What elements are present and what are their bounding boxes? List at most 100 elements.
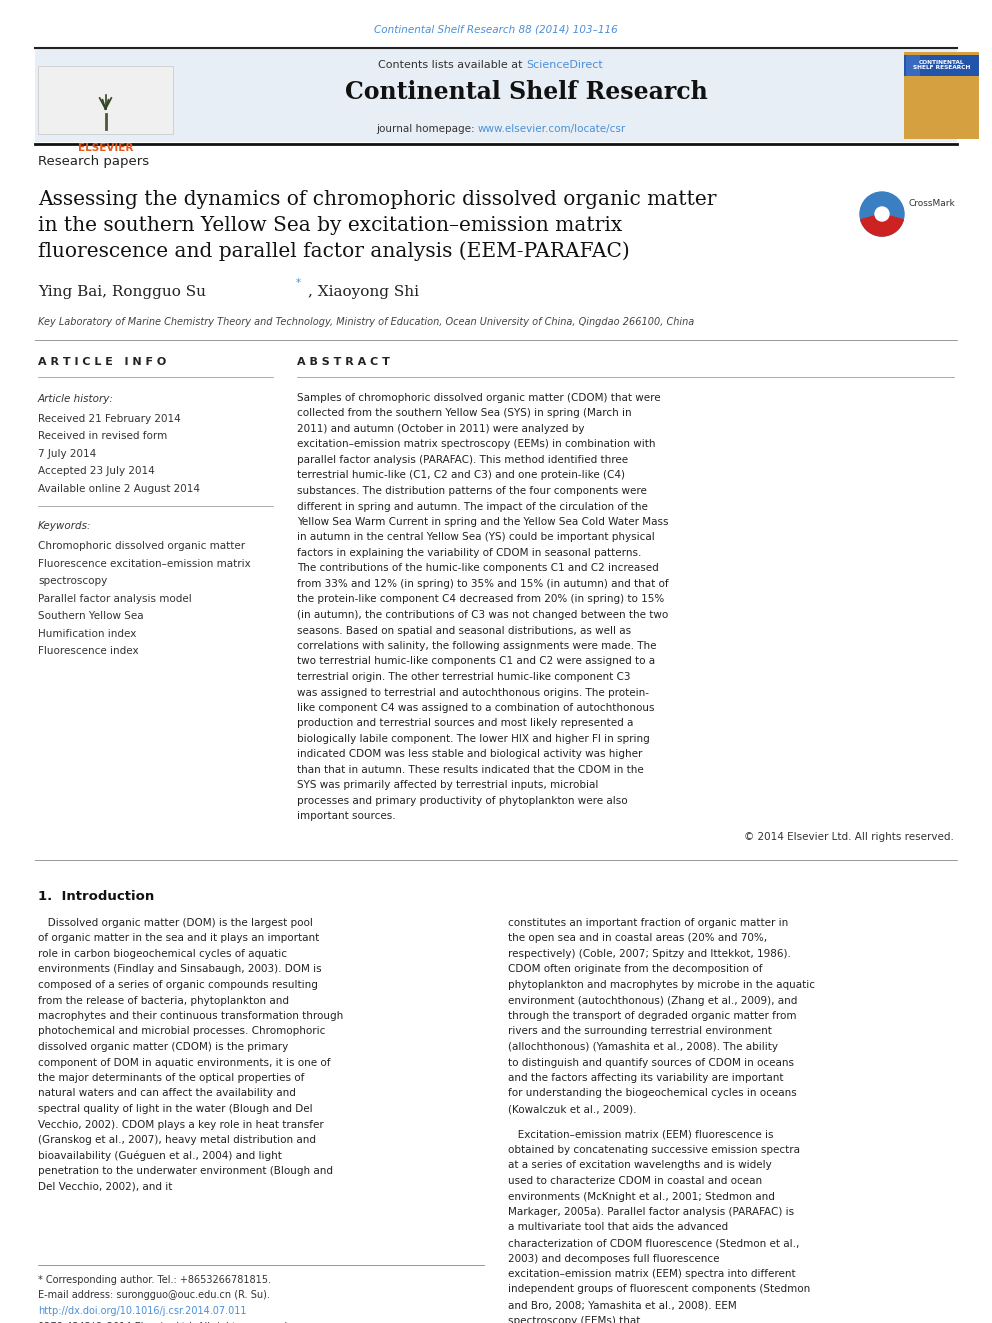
Text: and the factors affecting its variability are important: and the factors affecting its variabilit… — [508, 1073, 784, 1084]
Text: for understanding the biogeochemical cycles in oceans: for understanding the biogeochemical cyc… — [508, 1089, 797, 1098]
Text: penetration to the underwater environment (Blough and: penetration to the underwater environmen… — [38, 1166, 333, 1176]
Text: role in carbon biogeochemical cycles of aquatic: role in carbon biogeochemical cycles of … — [38, 949, 287, 959]
Text: Fluorescence index: Fluorescence index — [38, 647, 139, 656]
Text: Vecchio, 2002). CDOM plays a key role in heat transfer: Vecchio, 2002). CDOM plays a key role in… — [38, 1119, 323, 1130]
Text: constitutes an important fraction of organic matter in: constitutes an important fraction of org… — [508, 918, 789, 927]
Text: to distinguish and quantify sources of CDOM in oceans: to distinguish and quantify sources of C… — [508, 1057, 794, 1068]
Text: spectroscopy (EEMs) that: spectroscopy (EEMs) that — [508, 1315, 641, 1323]
Bar — [906, 56, 920, 75]
Text: Received in revised form: Received in revised form — [38, 431, 168, 442]
Text: excitation–emission matrix (EEM) spectra into different: excitation–emission matrix (EEM) spectra… — [508, 1269, 796, 1279]
Text: © 2014 Elsevier Ltd. All rights reserved.: © 2014 Elsevier Ltd. All rights reserved… — [744, 832, 954, 841]
Text: A B S T R A C T: A B S T R A C T — [297, 357, 390, 366]
Text: http://dx.doi.org/10.1016/j.csr.2014.07.011: http://dx.doi.org/10.1016/j.csr.2014.07.… — [38, 1306, 246, 1316]
Bar — [38, 66, 173, 134]
Text: Fluorescence excitation–emission matrix: Fluorescence excitation–emission matrix — [38, 560, 251, 569]
Text: spectroscopy: spectroscopy — [38, 577, 107, 586]
Text: Accepted 23 July 2014: Accepted 23 July 2014 — [38, 467, 155, 476]
Text: characterization of CDOM fluorescence (Stedmon et al.,: characterization of CDOM fluorescence (S… — [508, 1238, 800, 1248]
Text: Key Laboratory of Marine Chemistry Theory and Technology, Ministry of Education,: Key Laboratory of Marine Chemistry Theor… — [38, 318, 694, 327]
Text: Humification index: Humification index — [38, 628, 136, 639]
Text: in autumn in the central Yellow Sea (YS) could be important physical: in autumn in the central Yellow Sea (YS)… — [297, 532, 655, 542]
Text: 0278-4343/© 2014 Elsevier Ltd. All rights reserved.: 0278-4343/© 2014 Elsevier Ltd. All right… — [38, 1322, 290, 1323]
Text: (allochthonous) (Yamashita et al., 2008). The ability: (allochthonous) (Yamashita et al., 2008)… — [508, 1043, 778, 1052]
Text: excitation–emission matrix spectroscopy (EEMs) in combination with: excitation–emission matrix spectroscopy … — [297, 439, 656, 450]
Text: 2011) and autumn (October in 2011) were analyzed by: 2011) and autumn (October in 2011) were … — [297, 423, 584, 434]
Text: www.elsevier.com/locate/csr: www.elsevier.com/locate/csr — [478, 124, 626, 134]
Text: phytoplankton and macrophytes by microbe in the aquatic: phytoplankton and macrophytes by microbe… — [508, 980, 815, 990]
Text: 2003) and decomposes full fluorescence: 2003) and decomposes full fluorescence — [508, 1253, 719, 1263]
Text: two terrestrial humic-like components C1 and C2 were assigned to a: two terrestrial humic-like components C1… — [297, 656, 655, 667]
Text: used to characterize CDOM in coastal and ocean: used to characterize CDOM in coastal and… — [508, 1176, 762, 1185]
Text: Markager, 2005a). Parallel factor analysis (PARAFAC) is: Markager, 2005a). Parallel factor analys… — [508, 1207, 795, 1217]
Text: Article history:: Article history: — [38, 394, 114, 404]
Text: environments (McKnight et al., 2001; Stedmon and: environments (McKnight et al., 2001; Ste… — [508, 1192, 775, 1201]
Text: Parallel factor analysis model: Parallel factor analysis model — [38, 594, 191, 605]
Text: SYS was primarily affected by terrestrial inputs, microbial: SYS was primarily affected by terrestria… — [297, 781, 598, 791]
Text: factors in explaining the variability of CDOM in seasonal patterns.: factors in explaining the variability of… — [297, 548, 642, 558]
Text: (Granskog et al., 2007), heavy metal distribution and: (Granskog et al., 2007), heavy metal dis… — [38, 1135, 316, 1144]
Text: Continental Shelf Research: Continental Shelf Research — [344, 79, 707, 105]
Text: parallel factor analysis (PARAFAC). This method identified three: parallel factor analysis (PARAFAC). This… — [297, 455, 628, 464]
Text: collected from the southern Yellow Sea (SYS) in spring (March in: collected from the southern Yellow Sea (… — [297, 409, 632, 418]
Text: ScienceDirect: ScienceDirect — [526, 60, 603, 70]
Text: Del Vecchio, 2002), and it: Del Vecchio, 2002), and it — [38, 1181, 173, 1192]
Text: ELSEVIER: ELSEVIER — [77, 143, 133, 153]
Text: seasons. Based on spatial and seasonal distributions, as well as: seasons. Based on spatial and seasonal d… — [297, 626, 631, 635]
Text: E-mail address: surongguo@ouc.edu.cn (R. Su).: E-mail address: surongguo@ouc.edu.cn (R.… — [38, 1290, 270, 1301]
Text: the major determinants of the optical properties of: the major determinants of the optical pr… — [38, 1073, 305, 1084]
Text: through the transport of degraded organic matter from: through the transport of degraded organi… — [508, 1011, 797, 1021]
Text: rivers and the surrounding terrestrial environment: rivers and the surrounding terrestrial e… — [508, 1027, 772, 1036]
Text: photochemical and microbial processes. Chromophoric: photochemical and microbial processes. C… — [38, 1027, 325, 1036]
Text: environments (Findlay and Sinsabaugh, 2003). DOM is: environments (Findlay and Sinsabaugh, 20… — [38, 964, 321, 975]
Text: Available online 2 August 2014: Available online 2 August 2014 — [38, 484, 200, 493]
Text: the protein-like component C4 decreased from 20% (in spring) to 15%: the protein-like component C4 decreased … — [297, 594, 665, 605]
Text: Samples of chromophoric dissolved organic matter (CDOM) that were: Samples of chromophoric dissolved organi… — [297, 393, 661, 404]
Text: Keywords:: Keywords: — [38, 521, 91, 532]
Text: production and terrestrial sources and most likely represented a: production and terrestrial sources and m… — [297, 718, 633, 729]
Text: Research papers: Research papers — [38, 156, 149, 168]
Text: and Bro, 2008; Yamashita et al., 2008). EEM: and Bro, 2008; Yamashita et al., 2008). … — [508, 1301, 737, 1310]
Text: (in autumn), the contributions of C3 was not changed between the two: (in autumn), the contributions of C3 was… — [297, 610, 669, 620]
Text: Contents lists available at: Contents lists available at — [378, 60, 526, 70]
Text: * Corresponding author. Tel.: +8653266781815.: * Corresponding author. Tel.: +865326678… — [38, 1275, 271, 1285]
Text: (Kowalczuk et al., 2009).: (Kowalczuk et al., 2009). — [508, 1103, 637, 1114]
Text: respectively) (Coble, 2007; Spitzy and Ittekkot, 1986).: respectively) (Coble, 2007; Spitzy and I… — [508, 949, 791, 959]
Text: 1.  Introduction: 1. Introduction — [38, 890, 154, 904]
Text: Dissolved organic matter (DOM) is the largest pool: Dissolved organic matter (DOM) is the la… — [38, 918, 312, 927]
Text: Ying Bai, Rongguo Su: Ying Bai, Rongguo Su — [38, 284, 206, 299]
Text: Yellow Sea Warm Current in spring and the Yellow Sea Cold Water Mass: Yellow Sea Warm Current in spring and th… — [297, 517, 669, 527]
Text: from 33% and 12% (in spring) to 35% and 15% (in autumn) and that of: from 33% and 12% (in spring) to 35% and … — [297, 579, 669, 589]
Circle shape — [860, 192, 904, 235]
Text: than that in autumn. These results indicated that the CDOM in the: than that in autumn. These results indic… — [297, 765, 644, 775]
Text: CDOM often originate from the decomposition of: CDOM often originate from the decomposit… — [508, 964, 763, 975]
Text: environment (autochthonous) (Zhang et al., 2009), and: environment (autochthonous) (Zhang et al… — [508, 995, 798, 1005]
Text: substances. The distribution patterns of the four components were: substances. The distribution patterns of… — [297, 486, 647, 496]
Wedge shape — [861, 214, 904, 235]
Text: different in spring and autumn. The impact of the circulation of the: different in spring and autumn. The impa… — [297, 501, 648, 512]
Text: spectral quality of light in the water (Blough and Del: spectral quality of light in the water (… — [38, 1103, 312, 1114]
Circle shape — [875, 206, 889, 221]
Text: terrestrial humic-like (C1, C2 and C3) and one protein-like (C4): terrestrial humic-like (C1, C2 and C3) a… — [297, 471, 625, 480]
Text: like component C4 was assigned to a combination of autochthonous: like component C4 was assigned to a comb… — [297, 703, 655, 713]
Text: journal homepage:: journal homepage: — [376, 124, 478, 134]
Text: terrestrial origin. The other terrestrial humic-like component C3: terrestrial origin. The other terrestria… — [297, 672, 631, 681]
Text: of organic matter in the sea and it plays an important: of organic matter in the sea and it play… — [38, 934, 319, 943]
Text: Continental Shelf Research 88 (2014) 103–116: Continental Shelf Research 88 (2014) 103… — [374, 25, 618, 34]
Text: a multivariate tool that aids the advanced: a multivariate tool that aids the advanc… — [508, 1222, 728, 1233]
Text: dissolved organic matter (CDOM) is the primary: dissolved organic matter (CDOM) is the p… — [38, 1043, 289, 1052]
Text: CrossMark: CrossMark — [908, 200, 954, 209]
Text: macrophytes and their continuous transformation through: macrophytes and their continuous transfo… — [38, 1011, 343, 1021]
Text: bioavailability (Guéguen et al., 2004) and light: bioavailability (Guéguen et al., 2004) a… — [38, 1151, 282, 1162]
Text: from the release of bacteria, phytoplankton and: from the release of bacteria, phytoplank… — [38, 995, 289, 1005]
Bar — [904, 52, 979, 139]
Text: 7 July 2014: 7 July 2014 — [38, 448, 96, 459]
Text: important sources.: important sources. — [297, 811, 396, 822]
Text: composed of a series of organic compounds resulting: composed of a series of organic compound… — [38, 980, 317, 990]
Text: Assessing the dynamics of chromophoric dissolved organic matter
in the southern : Assessing the dynamics of chromophoric d… — [38, 191, 716, 262]
Text: correlations with salinity, the following assignments were made. The: correlations with salinity, the followin… — [297, 642, 657, 651]
Text: Chromophoric dissolved organic matter: Chromophoric dissolved organic matter — [38, 541, 245, 552]
Text: component of DOM in aquatic environments, it is one of: component of DOM in aquatic environments… — [38, 1057, 330, 1068]
Text: *: * — [296, 278, 302, 288]
Text: The contributions of the humic-like components C1 and C2 increased: The contributions of the humic-like comp… — [297, 564, 659, 573]
